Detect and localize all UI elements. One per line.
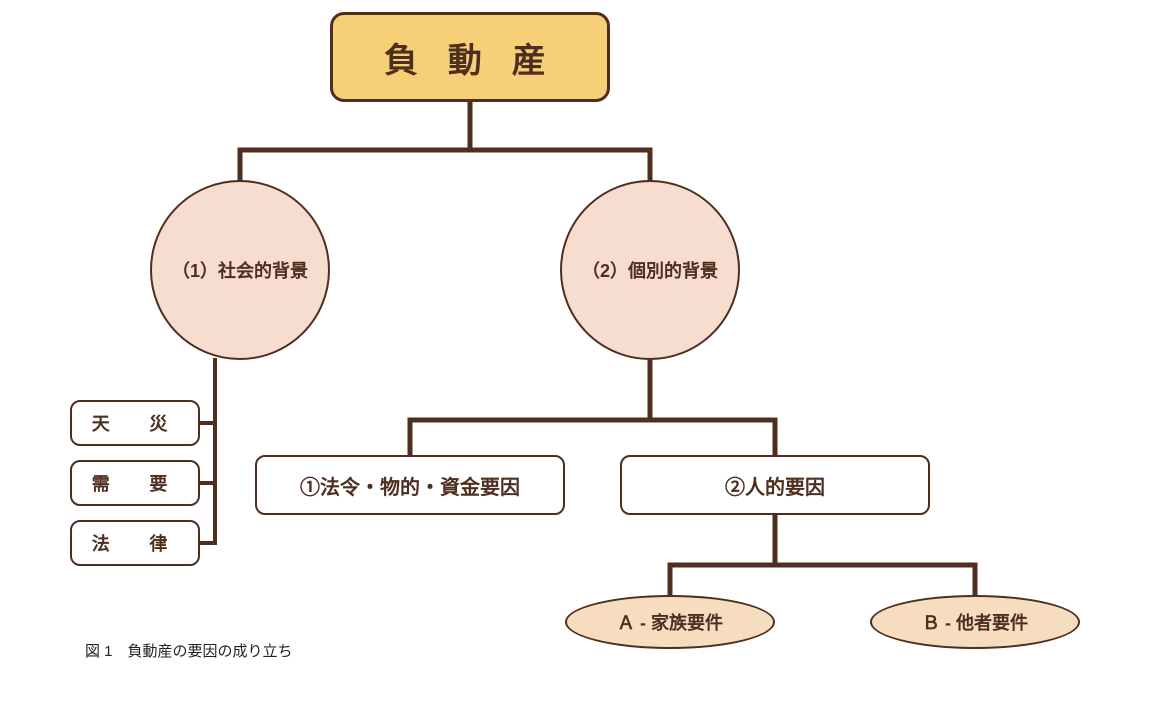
diagram-stage: 負 動 産 （1）社会的背景 （2）個別的背景 天 災 需 要 法 律 ①法令・… — [0, 0, 1149, 701]
node-factor-material: ①法令・物的・資金要因 — [255, 455, 565, 515]
node-disaster: 天 災 — [70, 400, 200, 446]
node-individual: （2）個別的背景 — [560, 180, 740, 360]
node-demand: 需 要 — [70, 460, 200, 506]
node-factor-human-label: ②人的要因 — [725, 471, 825, 500]
node-family-label: Ａ - 家族要件 — [617, 609, 723, 635]
node-social: （1）社会的背景 — [150, 180, 330, 360]
node-root: 負 動 産 — [330, 12, 610, 102]
node-others: Ｂ - 他者要件 — [870, 595, 1080, 649]
node-disaster-label: 天 災 — [92, 410, 178, 436]
node-social-label: （1）社会的背景 — [172, 257, 308, 283]
node-demand-label: 需 要 — [92, 470, 178, 496]
node-individual-label: （2）個別的背景 — [582, 257, 718, 283]
node-factor-material-label: ①法令・物的・資金要因 — [300, 471, 520, 500]
node-law-label: 法 律 — [92, 530, 178, 556]
node-factor-human: ②人的要因 — [620, 455, 930, 515]
node-root-label: 負 動 産 — [384, 33, 556, 82]
node-law: 法 律 — [70, 520, 200, 566]
node-family: Ａ - 家族要件 — [565, 595, 775, 649]
figure-caption: 図 1 負動産の要因の成り立ち — [85, 640, 293, 661]
node-others-label: Ｂ - 他者要件 — [922, 609, 1028, 635]
